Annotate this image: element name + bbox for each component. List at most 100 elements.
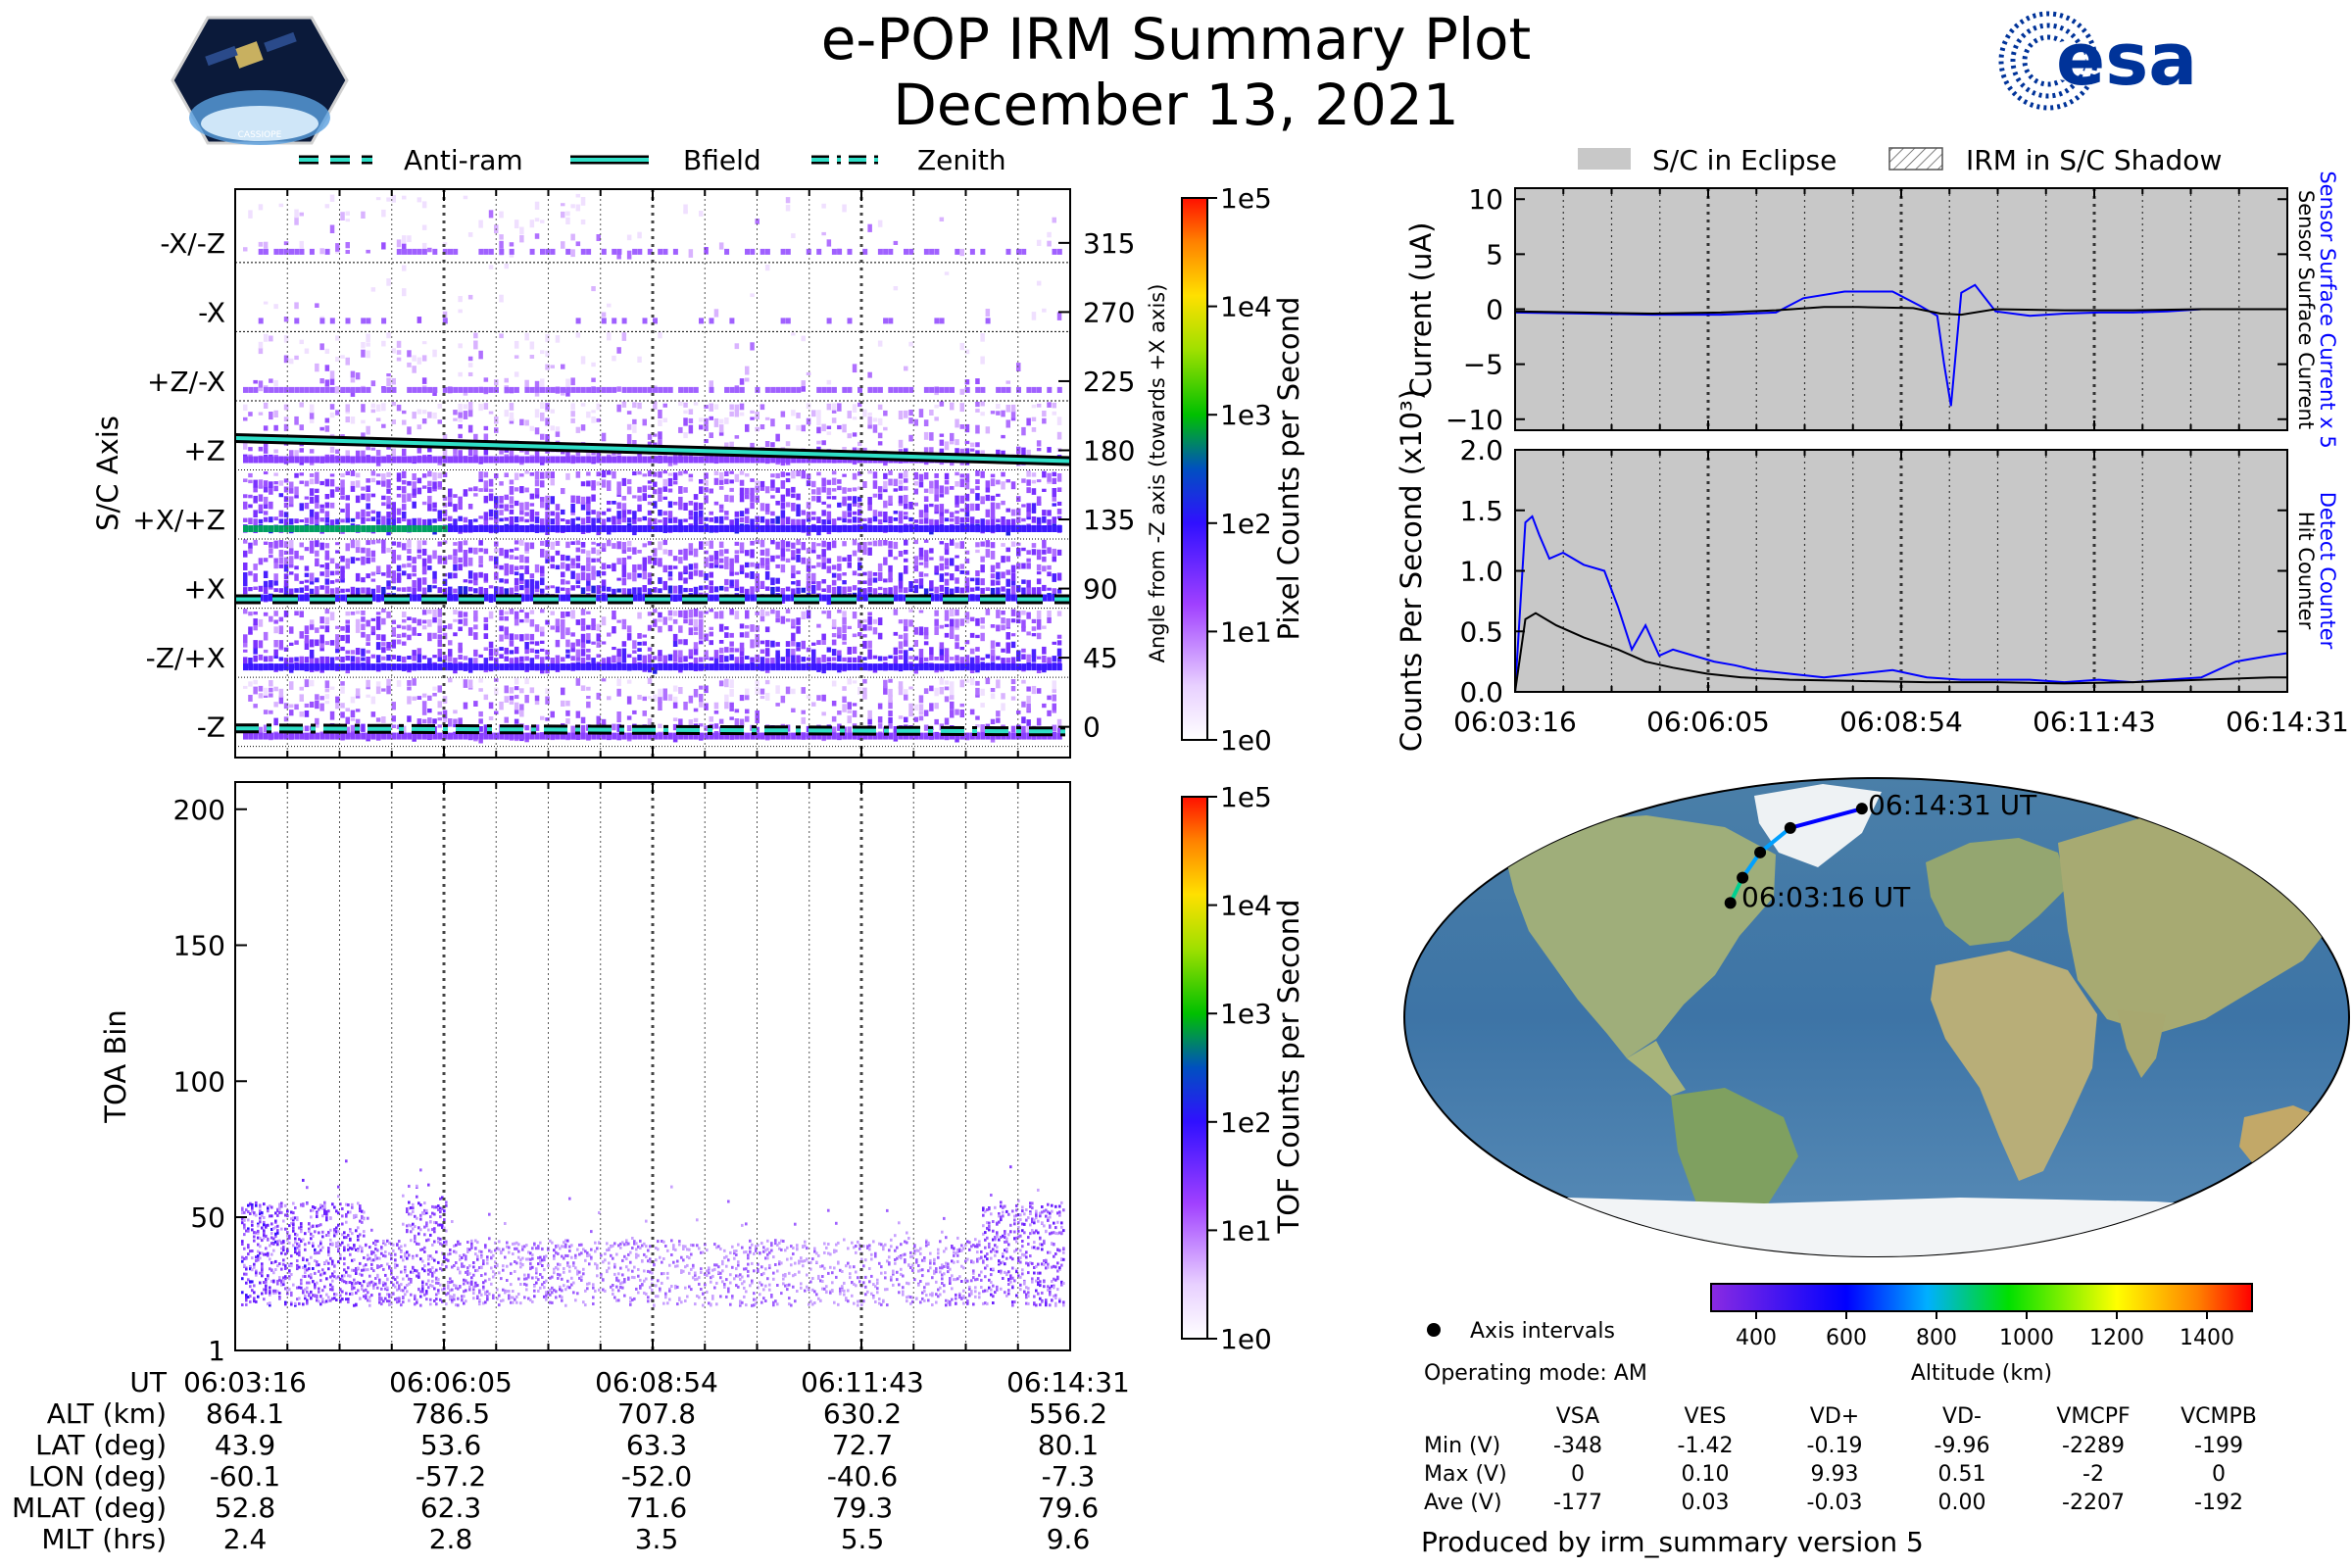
sc-heat-base-cell	[713, 456, 719, 464]
sc-heat-cell	[955, 577, 959, 584]
sc-heat-cell	[852, 550, 858, 557]
sc-heat-cell	[494, 563, 499, 569]
sc-heat-cell	[621, 503, 627, 511]
sc-heat-cell	[494, 473, 499, 479]
sc-heat-base-cell	[458, 386, 464, 393]
sc-heat-cell	[775, 487, 780, 493]
sc-heat-cell	[904, 716, 908, 723]
sc-heat-cell	[545, 688, 550, 695]
sc-heat-cell	[263, 516, 269, 522]
sc-heat-cell	[616, 404, 621, 413]
sc-heat-cell	[898, 511, 904, 520]
sc-heat-cell	[309, 623, 315, 630]
sc-heat-cell	[699, 618, 704, 627]
sc-heat-cell	[796, 579, 801, 587]
sc-heat-base-cell	[370, 732, 376, 740]
sc-heat-base-cell	[718, 525, 724, 532]
sc-heat-cell	[612, 470, 616, 479]
sc-heat-cell	[591, 558, 596, 563]
sc-heat-cell	[713, 650, 719, 659]
sc-heat-cell	[421, 473, 427, 478]
sc-heat-cell	[370, 571, 376, 576]
sc-heat-cell	[299, 587, 304, 593]
sc-heatmap-cells	[243, 193, 1062, 744]
sc-heat-cell	[529, 509, 535, 518]
sc-heat-base-cell	[760, 248, 765, 255]
sc-heat-cell	[416, 424, 422, 430]
sc-heat-cell	[273, 472, 278, 476]
sc-heat-base-cell	[950, 663, 955, 671]
sc-heat-cell	[770, 540, 775, 545]
sc-heat-cell	[458, 626, 463, 631]
sc-heat-cell	[734, 648, 740, 653]
sc-heat-cell	[637, 572, 642, 578]
sc-heat-cell	[355, 372, 361, 380]
sc-heat-cell	[764, 611, 770, 616]
sc-heat-base-cell	[504, 386, 510, 393]
sc-heat-cell	[898, 551, 904, 558]
sc-heat-cell	[647, 624, 653, 631]
sc-heat-cell	[939, 556, 945, 562]
sc-heat-cell	[918, 481, 924, 488]
sc-heat-base-cell	[273, 386, 279, 393]
sc-heat-base-cell	[442, 456, 448, 464]
sc-heat-cell	[1052, 488, 1056, 497]
sc-heat-cell	[345, 250, 350, 254]
sc-heat-cell	[1047, 611, 1052, 617]
sc-heat-cell	[1010, 417, 1016, 421]
sc-heat-cell	[366, 540, 370, 546]
sc-heat-cell	[324, 494, 330, 500]
sc-heat-cell	[718, 515, 724, 524]
sc-heat-cell	[898, 495, 904, 504]
sc-heat-cell	[923, 688, 929, 694]
sc-heat-cell	[785, 558, 791, 563]
sc-heat-base-cell	[366, 525, 371, 532]
sc-heat-cell	[601, 543, 607, 549]
sc-heat-cell	[662, 580, 667, 589]
sc-heat-cell	[432, 508, 437, 512]
sc-heat-cell	[1052, 217, 1056, 223]
sc-heat-cell	[662, 417, 667, 422]
sc-heat-cell	[944, 623, 950, 627]
sc-heat-base-cell	[632, 386, 638, 393]
sc-heat-base-cell	[565, 248, 571, 255]
sc-heat-cell	[499, 240, 504, 249]
sc-heat-base-cell	[672, 525, 678, 532]
sc-heat-cell	[724, 417, 729, 424]
sc-heat-cell	[412, 696, 416, 701]
sc-heat-cell	[299, 656, 304, 664]
sc-heat-base-cell	[529, 525, 535, 532]
sc-heat-base-cell	[467, 456, 473, 464]
sc-heat-cell	[607, 632, 612, 637]
sc-heat-cell	[402, 479, 407, 485]
sc-heat-base-cell	[1005, 525, 1011, 532]
sc-heat-base-cell	[688, 386, 694, 393]
sc-heat-cell	[898, 588, 904, 593]
sc-heat-cell	[329, 446, 335, 453]
sc-heat-cell	[688, 523, 694, 527]
sc-heat-cell	[1056, 572, 1062, 581]
sc-heat-cell	[750, 493, 755, 502]
sc-heat-cell	[421, 377, 427, 384]
sc-heat-cell	[806, 502, 811, 509]
sc-heat-cell	[402, 265, 407, 271]
sc-heat-cell	[1056, 549, 1062, 556]
sc-heat-cell	[437, 555, 442, 564]
sc-heat-base-cell	[704, 663, 710, 671]
sc-heat-cell	[534, 641, 540, 646]
sc-heat-cell	[421, 655, 427, 660]
sc-heat-cell	[483, 480, 489, 489]
sc-heat-base-cell	[529, 248, 535, 255]
sc-heat-cell	[626, 654, 632, 659]
sc-heat-cell	[1026, 631, 1031, 636]
sc-heat-cell	[421, 224, 427, 230]
sc-heat-cell	[273, 717, 278, 726]
sc-heat-cell	[883, 518, 888, 523]
sc-heat-cell	[621, 401, 627, 408]
sc-heat-cell	[591, 377, 596, 382]
sc-heat-cell	[672, 585, 678, 594]
sc-heat-cell	[872, 577, 878, 583]
sc-heat-cell	[534, 449, 540, 458]
sc-heat-base-cell	[867, 663, 873, 671]
sc-heat-cell	[709, 609, 713, 612]
